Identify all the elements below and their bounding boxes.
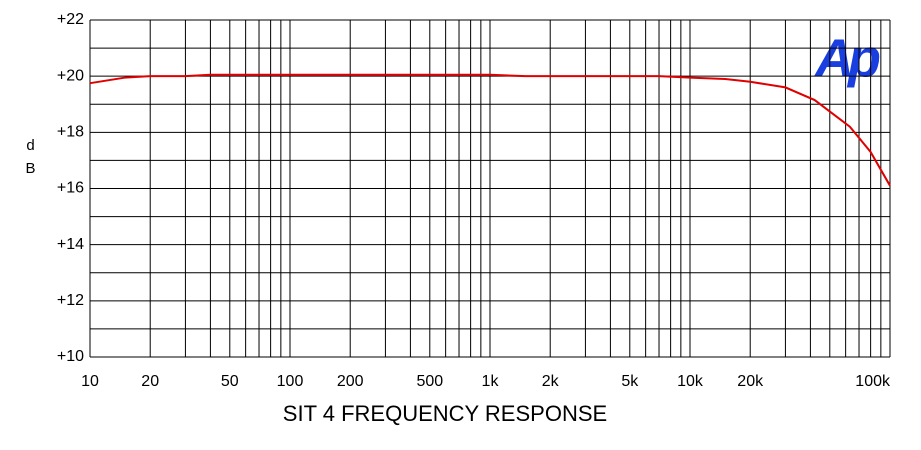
x-tick-label: 20k: [737, 373, 764, 390]
x-tick-label: 100: [277, 373, 304, 390]
x-tick-label: 200: [337, 373, 364, 390]
x-tick-label: 100k: [855, 373, 891, 390]
y-tick-label: +20: [57, 67, 84, 84]
y-tick-label: +14: [57, 236, 84, 253]
y-tick-label: +10: [57, 348, 84, 365]
chart-title: SIT 4 FREQUENCY RESPONSE: [283, 401, 607, 426]
y-tick-label: +16: [57, 180, 84, 197]
logo: Ap: [813, 28, 880, 88]
x-tick-label: 2k: [542, 373, 560, 390]
y-axis-label: dB: [22, 137, 39, 183]
x-tick-label: 5k: [621, 373, 639, 390]
x-tick-label: 10k: [677, 373, 704, 390]
x-tick-label: 500: [416, 373, 443, 390]
data-line: [89, 73, 891, 187]
y-tick-label: +18: [57, 124, 84, 141]
x-tick-label: 50: [221, 373, 239, 390]
x-tick-label: 10: [81, 373, 99, 390]
x-tick-label: 1k: [482, 373, 500, 390]
x-tick-label: 20: [141, 373, 159, 390]
y-tick-label: +12: [57, 292, 84, 309]
y-tick-label: +22: [57, 11, 84, 28]
